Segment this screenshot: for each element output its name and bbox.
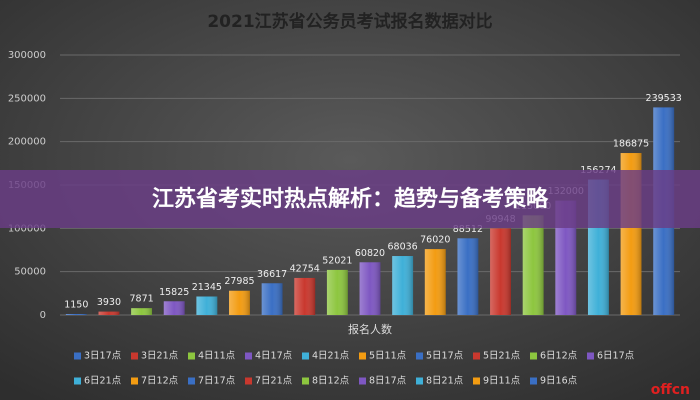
- value-label: 68036: [388, 242, 418, 253]
- legend-label: 4日17点: [255, 351, 293, 362]
- legend-label: 5日17点: [426, 351, 464, 362]
- bar-shade: [392, 256, 414, 315]
- watermark: offcn: [651, 382, 690, 398]
- bar-shade: [490, 228, 511, 315]
- bar-shade: [65, 314, 87, 315]
- bar-shade: [555, 200, 577, 315]
- value-label: 15825: [159, 287, 189, 298]
- legend-swatch: [302, 352, 309, 360]
- legend-swatch: [359, 352, 366, 360]
- value-label: 186875: [613, 139, 649, 150]
- bar-shade: [229, 290, 250, 315]
- banner-text: 江苏省考实时热点解析：趋势与备考策略: [152, 186, 549, 212]
- chart-title: 2021江苏省公务员考试报名数据对比: [207, 11, 492, 32]
- legend-label: 6日12点: [540, 351, 578, 362]
- value-label: 60820: [355, 248, 385, 259]
- y-tick-label: 50000: [14, 267, 46, 278]
- value-label: 1150: [64, 300, 88, 311]
- legend-swatch: [245, 377, 252, 385]
- legend-swatch: [131, 352, 138, 360]
- legend-swatch: [131, 377, 138, 385]
- y-tick-label: 100000: [8, 223, 46, 234]
- bar-shade: [98, 311, 120, 315]
- bar-shade: [359, 262, 381, 315]
- legend-label: 3日21点: [141, 351, 179, 362]
- legend-label: 5日11点: [369, 351, 407, 362]
- legend-swatch: [530, 377, 537, 385]
- bar-shade: [294, 277, 316, 315]
- value-label: 239533: [646, 93, 682, 104]
- legend-label: 3日17点: [84, 351, 122, 362]
- legend-swatch: [188, 352, 195, 360]
- y-tick-label: 250000: [8, 93, 46, 104]
- banner: [0, 170, 700, 228]
- legend-label: 8日21点: [426, 376, 464, 387]
- legend-swatch: [74, 352, 81, 360]
- legend-swatch: [587, 352, 594, 360]
- y-tick-label: 300000: [8, 50, 46, 61]
- value-label: 27985: [224, 276, 254, 287]
- legend-label: 7日12点: [141, 376, 179, 387]
- bar-shade: [424, 249, 446, 315]
- bar-shade: [457, 238, 479, 315]
- legend-swatch: [188, 377, 195, 385]
- y-tick-label: 200000: [8, 137, 46, 148]
- bar-shade: [326, 269, 348, 315]
- bar-shade: [261, 283, 283, 315]
- legend-label: 8日12点: [312, 376, 350, 387]
- legend-swatch: [530, 352, 537, 360]
- legend-label: 9日11点: [483, 376, 521, 387]
- legend-label: 7日21点: [255, 376, 293, 387]
- bar-shade: [163, 301, 185, 315]
- legend-swatch: [245, 352, 252, 360]
- legend-label: 9日16点: [540, 376, 578, 387]
- legend-swatch: [473, 352, 480, 360]
- legend-swatch: [359, 377, 366, 385]
- bar-shade: [131, 308, 153, 315]
- legend-label: 8日17点: [369, 376, 407, 387]
- legend-swatch: [416, 352, 423, 360]
- y-tick-label: 0: [40, 310, 46, 321]
- value-label: 3930: [97, 297, 121, 308]
- value-label: 36617: [257, 269, 287, 280]
- value-label: 52021: [322, 255, 352, 266]
- x-axis-label: 报名人数: [348, 322, 392, 336]
- legend-swatch: [416, 377, 423, 385]
- value-label: 88512: [453, 224, 483, 235]
- value-label: 7871: [129, 294, 153, 305]
- value-label: 42754: [290, 263, 320, 274]
- legend-swatch: [74, 377, 81, 385]
- legend-label: 6日21点: [84, 376, 122, 387]
- value-label: 76020: [420, 235, 450, 246]
- legend-swatch: [302, 377, 309, 385]
- legend-label: 5日21点: [483, 351, 521, 362]
- bar-shade: [522, 215, 544, 315]
- legend-label: 4日21点: [312, 351, 350, 362]
- bar-shade: [196, 296, 218, 315]
- legend-label: 7日17点: [198, 376, 236, 387]
- value-label: 21345: [192, 282, 222, 293]
- legend-swatch: [473, 377, 480, 385]
- legend-label: 6日17点: [597, 351, 635, 362]
- legend-label: 4日11点: [198, 351, 236, 362]
